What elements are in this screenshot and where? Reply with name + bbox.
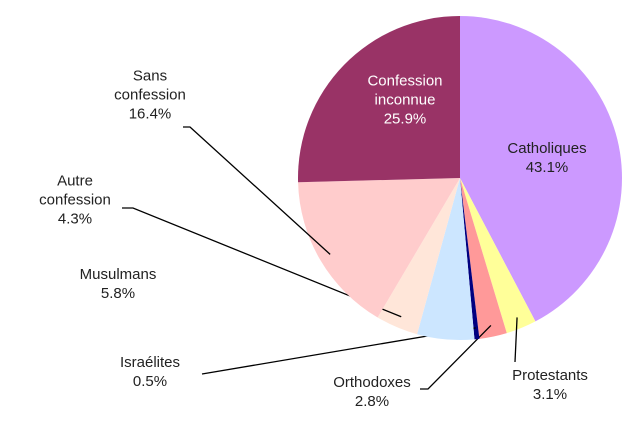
value-label: 16.4% [128, 105, 172, 123]
leader-line [122, 207, 402, 318]
slice-label: Musulmans 5.8% [53, 265, 183, 303]
slice-label: Orthodoxes 2.8% [307, 373, 437, 411]
slice-label: Autre confession 4.3% [25, 172, 125, 229]
leader-line [514, 317, 518, 363]
value-label: 4.3% [57, 210, 93, 228]
value-label: 43.1% [525, 159, 569, 176]
pie-slice [417, 178, 475, 340]
category-name: Confession inconnue [367, 72, 443, 109]
pie-slice [298, 15, 460, 183]
leader-line [420, 324, 492, 390]
category-name: Sans confession [114, 67, 186, 104]
pie-slice [460, 178, 480, 340]
slice-label: Confession inconnue 25.9% [355, 72, 455, 129]
pie-slice [460, 178, 507, 339]
category-name: Orthodoxes [333, 374, 411, 391]
pie-slice [460, 16, 623, 322]
slice-label: Israélites 0.5% [85, 353, 215, 391]
pie-slice [377, 178, 460, 335]
slice-label: Sans confession 16.4% [100, 67, 200, 124]
value-label: 3.1% [532, 386, 568, 403]
category-name: Catholiques [507, 140, 587, 157]
slice-label: Catholiques 43.1% [482, 139, 612, 177]
category-name: Protestants [512, 367, 588, 384]
value-label: 25.9% [383, 110, 427, 128]
leader-line [183, 126, 331, 255]
value-label: 0.5% [132, 373, 168, 390]
value-label: 2.8% [354, 393, 390, 410]
pie-slice [460, 178, 536, 334]
category-name: Autre confession [39, 172, 111, 209]
category-name: Israélites [119, 354, 181, 371]
category-name: Musulmans [79, 266, 157, 283]
pie-slice [298, 178, 460, 318]
value-label: 5.8% [100, 285, 136, 302]
slice-label: Protestants 3.1% [485, 366, 615, 404]
